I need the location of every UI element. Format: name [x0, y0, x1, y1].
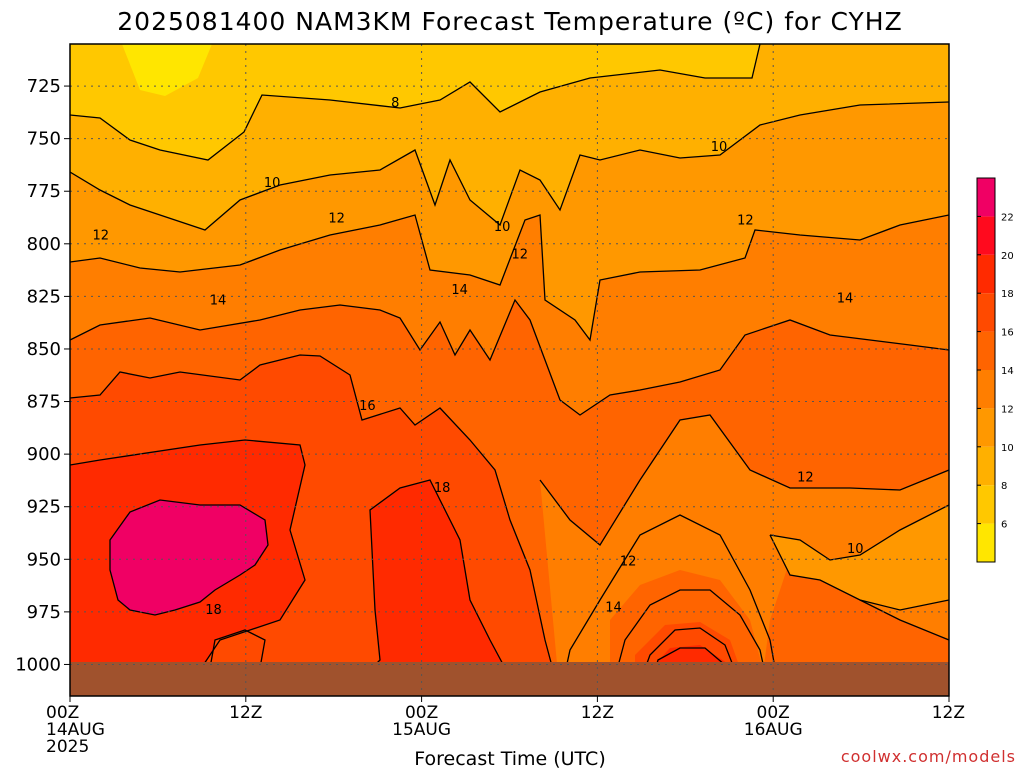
x-tick-label: 15AUG	[392, 720, 451, 740]
y-axis: 725 750 775 800 825 850 875 900 925 950 975 1000	[15, 76, 70, 675]
colorbar-label: 10	[1001, 443, 1014, 454]
colorbar-label: 14	[1001, 366, 1014, 377]
y-tick-label: 750	[27, 129, 61, 150]
x-axis-title: Forecast Time (UTC)	[414, 748, 605, 768]
y-tick-label: 950	[27, 549, 61, 570]
colorbar-swatch	[977, 446, 995, 486]
x-tick-label: 12Z	[229, 703, 262, 723]
contour-label: 14	[605, 601, 622, 616]
field-layer-16-18-island	[210, 630, 265, 668]
contour-label: 12	[328, 212, 345, 227]
contour-line	[209, 629, 266, 669]
colorbar-label: 12	[1001, 404, 1014, 415]
contour-line	[70, 101, 949, 231]
colorbar-swatch	[977, 485, 995, 524]
contour-label: 12	[511, 247, 528, 262]
contour-label: 12	[797, 470, 814, 485]
contour-label: 10	[264, 176, 281, 191]
terrain-band	[70, 662, 949, 696]
contour-line	[609, 589, 771, 696]
contour-label: 14	[210, 294, 227, 309]
x-tick-label: 00Z	[405, 703, 438, 723]
colorbar-swatch	[977, 331, 995, 370]
y-tick-label: 900	[27, 444, 61, 465]
contour-line	[559, 514, 781, 696]
colorbar-swatch	[977, 370, 995, 409]
x-tick-label: 12Z	[581, 703, 614, 723]
credit-link[interactable]: coolwx.com/models	[841, 747, 1016, 766]
x-tick-label: 16AUG	[744, 720, 803, 740]
colorbar-swatch	[977, 254, 995, 294]
field-layer-4-6	[122, 44, 212, 96]
x-tick-label: 00Z	[46, 703, 79, 723]
contour-label: 12	[92, 228, 109, 243]
contour-label: 10	[711, 140, 728, 155]
colorbar-label: 6	[1001, 520, 1007, 531]
contour-label: 18	[205, 603, 222, 618]
field-layer-10-12-low	[770, 505, 949, 610]
contour-line	[769, 534, 949, 611]
field-layer-6-8	[70, 44, 760, 160]
colorbar-label: 8	[1001, 481, 1007, 492]
contour-line	[70, 214, 949, 342]
field-layer-20-22	[110, 500, 268, 615]
contour-label: 14	[451, 283, 468, 298]
contour-line	[70, 354, 561, 696]
chart-title: 2025081400 NAM3KM Forecast Temperature (…	[117, 7, 902, 36]
x-tick-label: 14AUG	[46, 720, 105, 740]
y-tick-label: 1000	[15, 654, 61, 675]
y-tick-label: 775	[27, 181, 61, 202]
temperature-field	[70, 44, 949, 696]
contour-line	[539, 414, 949, 546]
x-tick-label: 2025	[46, 737, 89, 757]
colorbar-swatch	[977, 216, 995, 255]
contour-line	[109, 499, 269, 616]
contour-label: 10	[494, 220, 511, 235]
colorbar-label: 18	[1001, 289, 1014, 300]
y-tick-label: 975	[27, 602, 61, 623]
contour-line	[70, 298, 949, 416]
y-tick-label: 850	[27, 339, 61, 360]
contour-line	[70, 44, 761, 161]
contour-label: 8	[391, 96, 399, 111]
contour-line	[634, 627, 746, 696]
contour-label: 12	[620, 554, 637, 569]
x-tick-label: 12Z	[932, 703, 965, 723]
colorbar-swatch	[977, 408, 995, 447]
colorbar-swatch	[977, 178, 995, 217]
y-tick-label: 725	[27, 76, 61, 97]
contour-line	[859, 599, 949, 641]
colorbar-label: 20	[1001, 251, 1014, 262]
y-tick-label: 800	[27, 234, 61, 255]
y-tick-label: 825	[27, 286, 61, 307]
x-tick-label: 00Z	[757, 703, 790, 723]
y-tick-label: 925	[27, 497, 61, 518]
colorbar: 6 8 10 12 14 16 18 20 22	[976, 177, 1014, 563]
contour-label: 14	[837, 291, 854, 306]
contour-line	[769, 504, 949, 561]
contour-label: 18	[434, 481, 451, 496]
contour-label: 16	[359, 399, 376, 414]
colorbar-swatch	[977, 293, 995, 332]
colorbar-label: 16	[1001, 328, 1014, 339]
contour-label: 10	[847, 542, 864, 557]
plot-frame	[69, 43, 950, 697]
colorbar-label: 22	[1001, 212, 1014, 223]
contour-label: 12	[737, 214, 754, 229]
colorbar-swatch	[977, 523, 995, 562]
y-tick-label: 875	[27, 392, 61, 413]
